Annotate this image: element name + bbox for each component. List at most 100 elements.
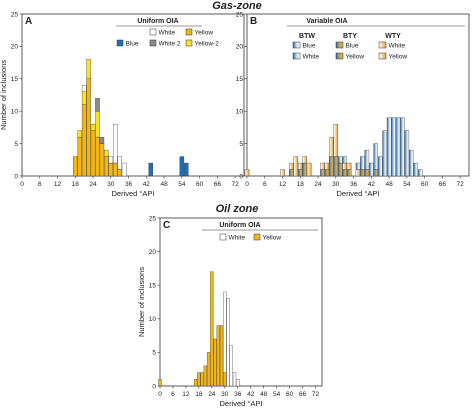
bar-34.5-white [121, 162, 127, 177]
bar-16.5-wty [293, 156, 299, 177]
x-tick-label: 66 [214, 181, 222, 188]
bar-18-yellow [73, 156, 78, 177]
x-tick-label: 24 [314, 181, 322, 188]
bar-25.5-wty [320, 162, 325, 170]
bar-43.5-bty [373, 169, 379, 177]
bar-30-white [108, 156, 114, 164]
bar-27-bty [324, 169, 330, 177]
x-tick-label: 30 [221, 391, 229, 398]
legend-group-title: BTY [343, 33, 357, 40]
x-tick-label: 36 [234, 391, 242, 398]
bar-33-yellow [117, 169, 122, 177]
y-tick-label: 20 [11, 44, 19, 51]
bar-33-bty [342, 169, 347, 177]
bar-19.5-bty [302, 162, 307, 177]
bar-27-grey [99, 136, 105, 144]
bar-19.5-yellow [77, 136, 82, 177]
x-tick-label: 12 [182, 391, 190, 398]
bar-33-white [229, 345, 233, 387]
x-tick-label: 48 [385, 181, 393, 188]
legend-entry: Blue [346, 43, 359, 50]
bar-28.5-bty [329, 156, 334, 177]
legend-title: Uniform OIA [219, 222, 260, 229]
bar-18-wty [298, 162, 303, 170]
y-tick-label: 20 [236, 44, 244, 51]
legend-swatch [116, 39, 124, 47]
legend-swatch [149, 39, 157, 47]
x-tick-label: 0 [20, 181, 24, 188]
bar-22.5-yellow [206, 352, 211, 387]
y-tick-label: 0 [14, 173, 18, 180]
bar-57-btw [413, 162, 418, 177]
x-tick-label: 24 [89, 181, 97, 188]
x-tick-label: 60 [286, 391, 294, 398]
x-tick-label: 72 [312, 391, 320, 398]
x-tick-label: 30 [107, 181, 115, 188]
bar-31.5-yellow [112, 162, 118, 177]
legend-group-title: BTW [299, 33, 315, 40]
bar-30-white [223, 291, 227, 373]
legend-entry: Yellow [389, 54, 408, 61]
bar-33-wty [342, 162, 347, 170]
bar-55.5-blue [184, 162, 189, 177]
bar-19.5-yellow [200, 372, 204, 387]
bar-24-yellow [210, 271, 214, 387]
x-tick-label: 18 [195, 391, 203, 398]
bar-22.5-yellow2 [86, 59, 91, 79]
x-tick-label: 6 [171, 391, 175, 398]
x-tick-label: 6 [263, 181, 267, 188]
x-tick-label: 0 [245, 181, 249, 188]
bar-54-btw [404, 130, 410, 177]
panel-c: 0 6 12 18 24 30 36 42 48 54 60 66 72 0 5 10 15 20 25 Derive… [137, 215, 323, 408]
panel-label: A [25, 16, 32, 27]
bar-36-white [236, 379, 240, 387]
x-tick-label: 36 [125, 181, 133, 188]
bar-19.5-wty [302, 156, 307, 164]
bar-37.5-btw [355, 162, 361, 170]
y-tick-label: 10 [11, 109, 19, 116]
bar-54-blue [179, 156, 185, 177]
bar-31.5-white [226, 298, 230, 387]
legend-entry: Yellow-2 [195, 41, 220, 48]
bar-48-btw [386, 117, 392, 177]
x-tick-label: 24 [208, 391, 216, 398]
x-tick-label: 36 [350, 181, 358, 188]
x-tick-label: 60 [196, 181, 204, 188]
bar-15-wty [289, 162, 294, 170]
legend-group-title: WTY [385, 33, 401, 40]
bar-28.5-wty [329, 136, 334, 157]
legend-swatch [219, 233, 227, 241]
bar-34.5-bty [346, 169, 352, 177]
panel-label: C [163, 220, 170, 231]
x-tick-label: 42 [247, 391, 255, 398]
x-tick-label: 6 [38, 181, 42, 188]
x-tick-label: 66 [439, 181, 447, 188]
legend-entry: White [159, 30, 176, 37]
bar-30-bty [333, 156, 339, 177]
y-axis-label: Number of inclusions [137, 267, 146, 337]
bar-18-yellow [197, 372, 201, 387]
plot-frame [21, 13, 245, 177]
bar-25.5-grey [95, 98, 100, 112]
x-tick-label: 60 [421, 181, 429, 188]
bar-21-yellow [81, 104, 87, 177]
legend-swatch [185, 39, 193, 47]
panel-label: B [250, 16, 257, 27]
bar-21-white [81, 85, 87, 92]
y-tick-label: 15 [149, 283, 157, 290]
x-tick-label: 0 [158, 391, 162, 398]
legend-entry: Yellow [346, 54, 365, 61]
bar-42-btw [369, 162, 374, 177]
legend-entry: White [389, 43, 406, 50]
legend-entry: White [303, 54, 320, 61]
bar-31.5-btw [337, 156, 343, 164]
bar-39-bty [360, 169, 365, 177]
bar-58.5-btw [417, 169, 423, 177]
bar-49.5-btw [391, 117, 396, 177]
legend-entry: Yellow [263, 235, 282, 242]
bar-27-yellow [216, 325, 220, 387]
bar-28.5-yellow2 [104, 149, 109, 157]
legend-swatch [185, 28, 193, 36]
bar-55.5-btw [409, 149, 414, 177]
